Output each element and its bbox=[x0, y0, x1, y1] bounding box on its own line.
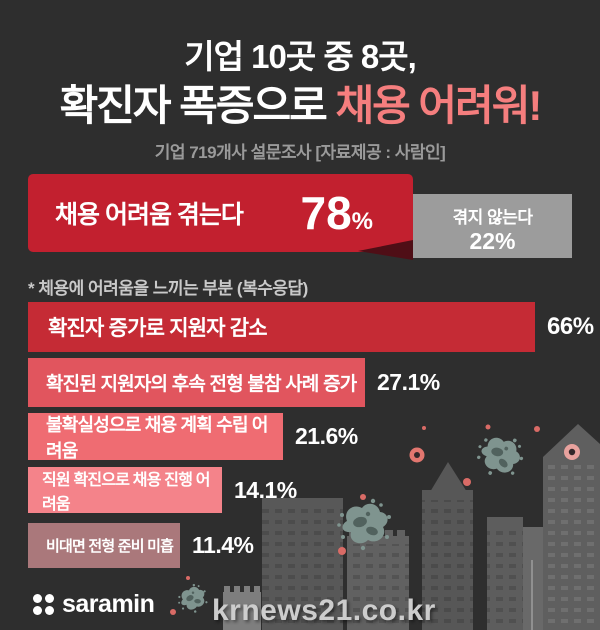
survey-source-subtitle: 기업 719개사 설문조사 [자료제공 : 사람인] bbox=[154, 143, 446, 162]
bar-segment: 비대면 전형 준비 미흡 bbox=[28, 523, 180, 568]
headline-line2-accent: 채용 어려워! bbox=[335, 82, 542, 129]
no-difficulty-label: 겪지 않는다 bbox=[452, 208, 533, 227]
bar-segment: 확진자 증가로 지원자 감소 bbox=[28, 302, 535, 352]
yes-difficulty-number: 78 bbox=[300, 187, 352, 239]
bar-segment: 확진된 지원자의 후속 전형 불참 사례 증가 bbox=[28, 358, 365, 407]
saramin-logo-text: saramin bbox=[62, 590, 155, 618]
bar-row: 확진자 증가로 지원자 감소 66% bbox=[28, 302, 594, 352]
saramin-logo: saramin bbox=[33, 590, 155, 619]
bar-value-label: 21.6% bbox=[295, 423, 358, 449]
virus-dots bbox=[170, 424, 540, 615]
headline-line2: 확진자 폭증으로 채용 어려워! bbox=[0, 72, 600, 133]
virus-splat-icon bbox=[174, 581, 211, 617]
building-castle bbox=[223, 586, 261, 630]
bar-value-label: 11.4% bbox=[192, 532, 254, 558]
watermark-text: krnews21.co.kr bbox=[212, 594, 436, 627]
bar-row: 비대면 전형 준비 미흡 11.4% bbox=[28, 523, 254, 568]
yes-difficulty-bar: 채용 어려움 겪는다 78% bbox=[28, 174, 413, 252]
building-silhouette bbox=[262, 498, 343, 630]
virus-dot-icon bbox=[409, 447, 425, 463]
virus-splat-icon bbox=[469, 425, 530, 485]
yes-difficulty-value: 78% bbox=[300, 190, 413, 236]
building-tall bbox=[543, 424, 600, 630]
saramin-dots-icon bbox=[33, 594, 54, 615]
bar-value-label: 14.1% bbox=[234, 476, 297, 503]
bar-row: 불확실성으로 채용 계획 수립 어려움 21.6% bbox=[28, 413, 358, 461]
yes-difficulty-unit: % bbox=[351, 208, 373, 235]
no-difficulty-bar: 겪지 않는다 22% bbox=[413, 194, 572, 258]
bar-segment: 직원 확진으로 채용 진행 어려움 bbox=[28, 467, 222, 513]
building-spire bbox=[422, 462, 473, 630]
virus-dot-icon bbox=[564, 444, 580, 460]
bar-value-label: 27.1% bbox=[377, 369, 440, 395]
yes-difficulty-label: 채용 어려움 겪는다 bbox=[55, 201, 244, 229]
multi-response-note: * 체용에 어려움을 느끼는 부분 (복수응답) bbox=[28, 279, 308, 298]
bar-row: 직원 확진으로 채용 진행 어려움 14.1% bbox=[28, 467, 297, 513]
headline-line1: 기업 10곳 중 8곳, bbox=[184, 38, 417, 75]
building-silhouette bbox=[487, 517, 523, 630]
headline-line2-white: 확진자 폭증으로 bbox=[59, 82, 336, 129]
bar-row: 확진된 지원자의 후속 전형 불참 사례 증가 27.1% bbox=[28, 358, 440, 407]
bar-segment: 불확실성으로 채용 계획 수립 어려움 bbox=[28, 413, 283, 461]
bar-value-label: 66% bbox=[547, 313, 594, 340]
no-difficulty-value: 22% bbox=[469, 228, 516, 254]
